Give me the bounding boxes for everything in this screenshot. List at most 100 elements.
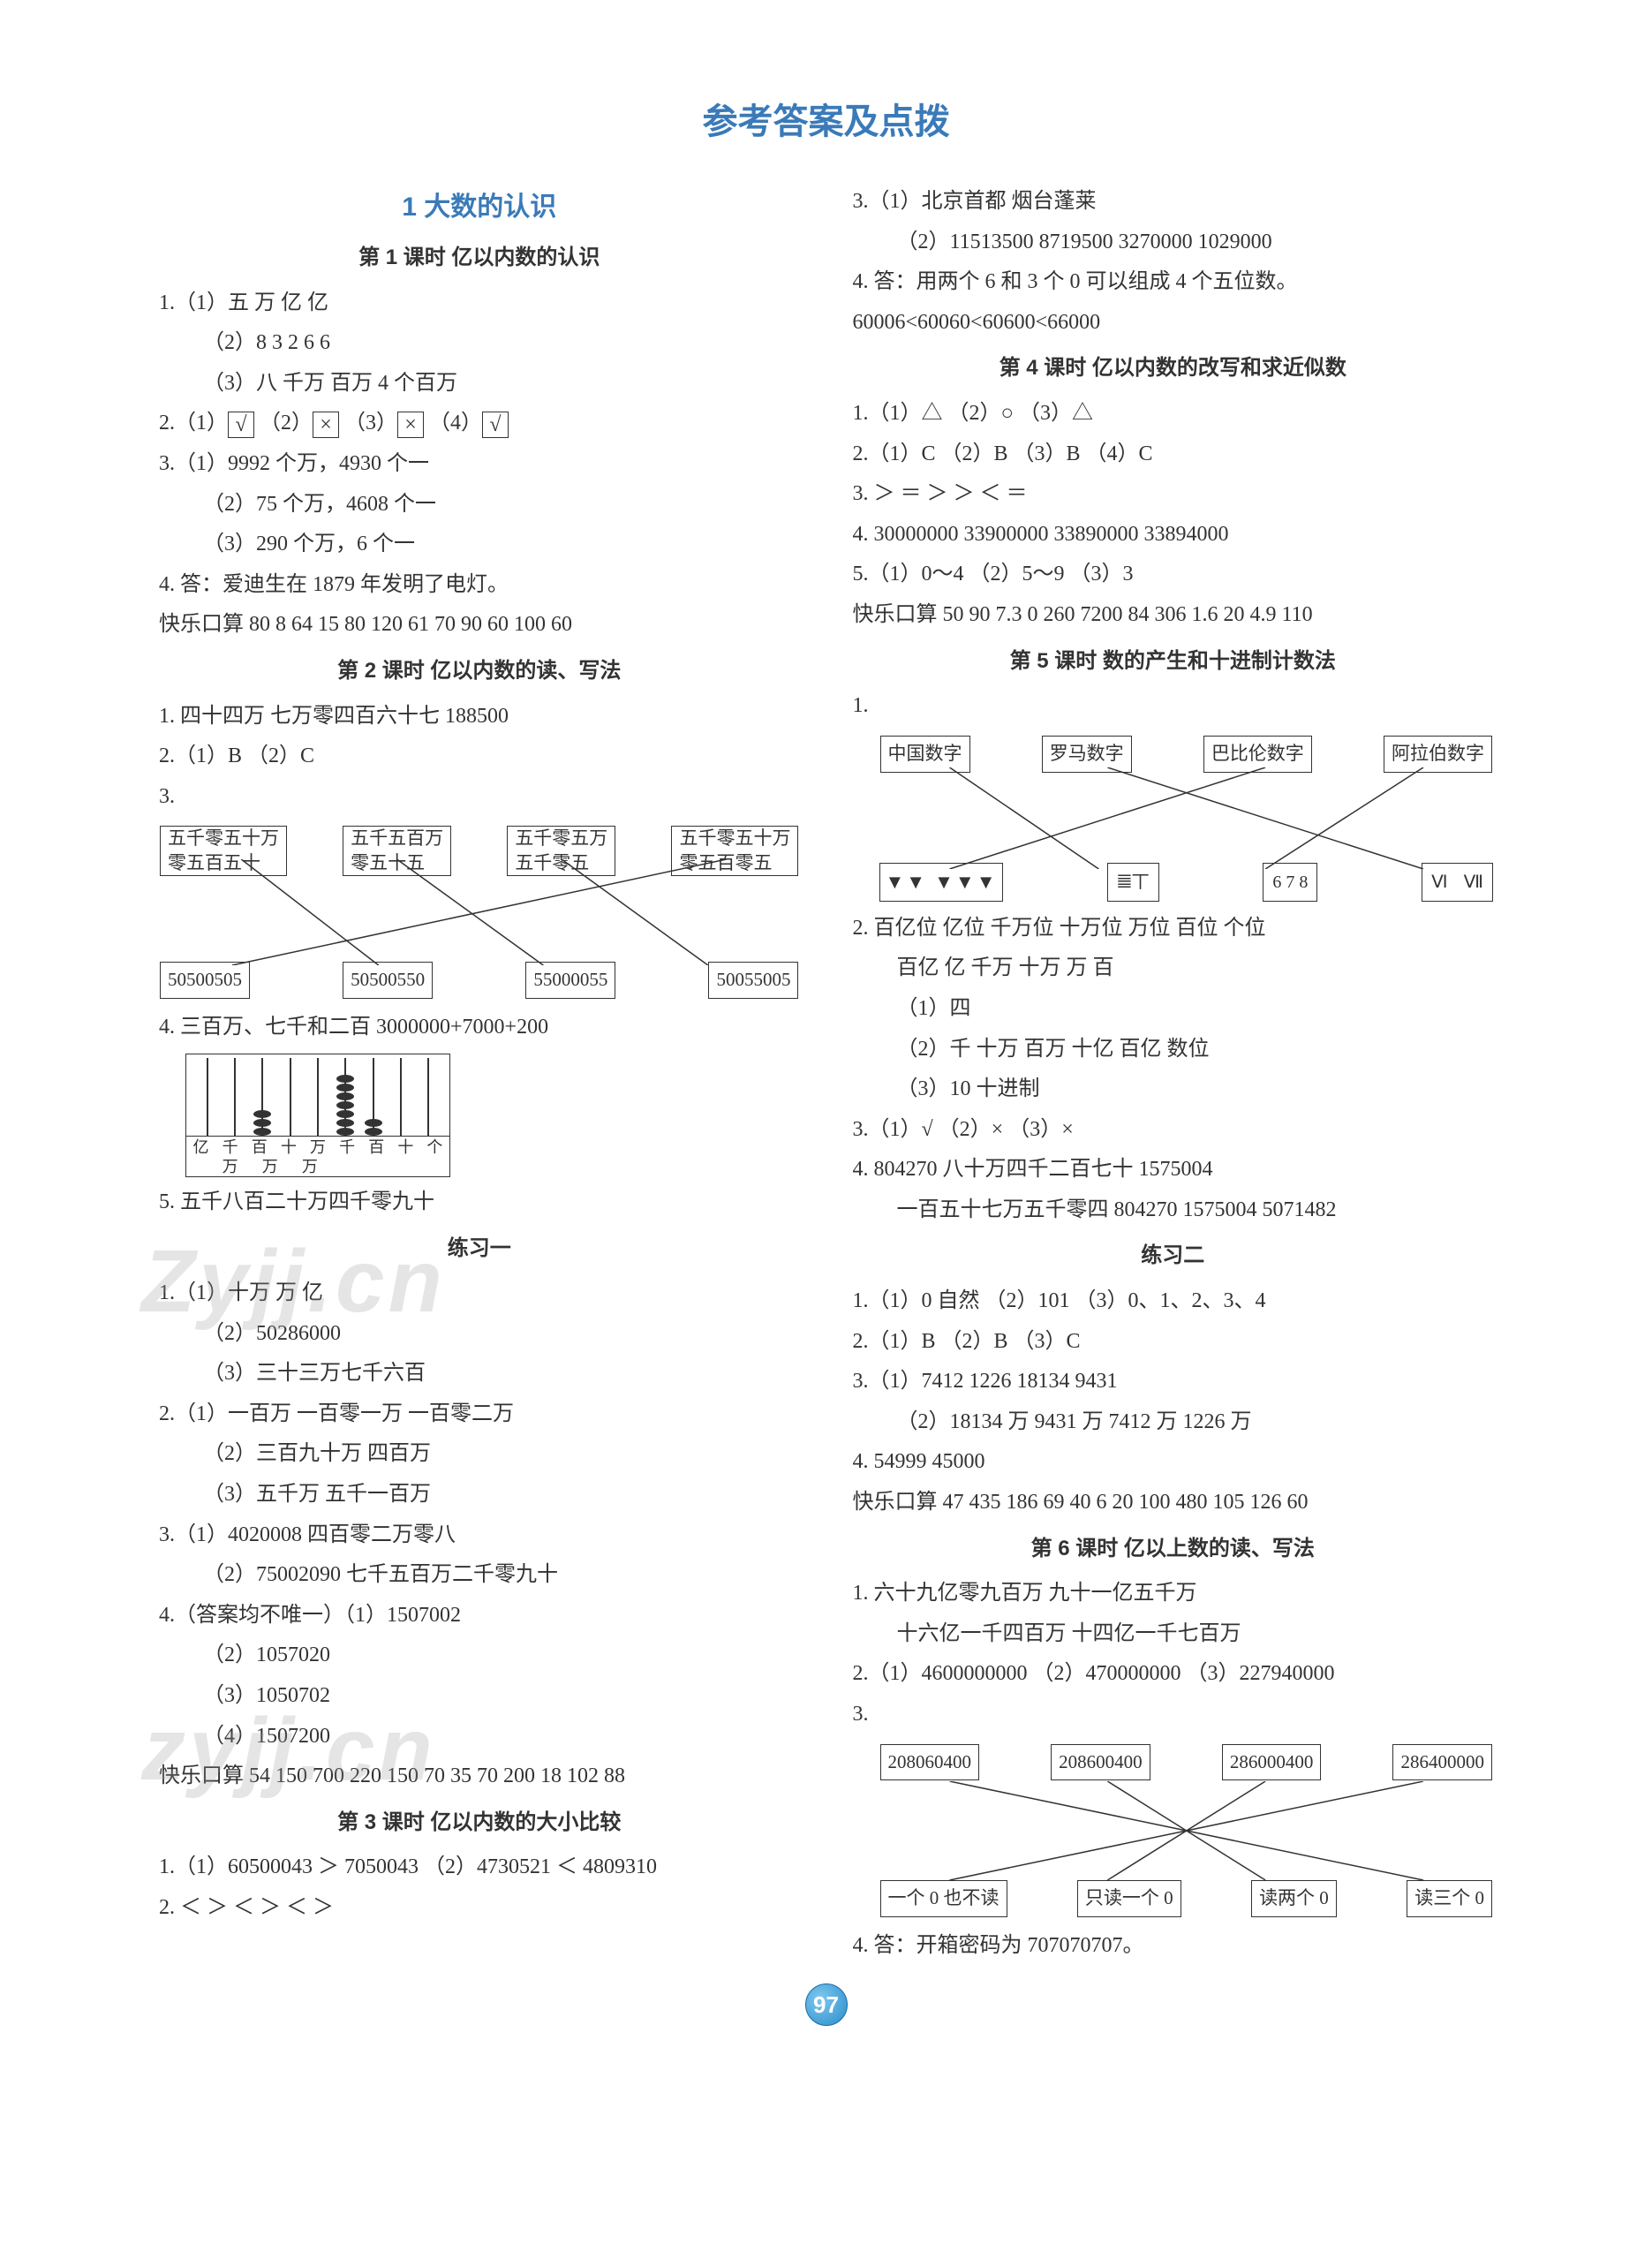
r-q3-1: 3.（1）北京首都 烟台蓬莱: [853, 182, 1494, 223]
l1-q4: 4. 答：爱迪生在 1879 年发明了电灯。: [159, 565, 800, 606]
cross-box: ×: [313, 412, 339, 438]
content-columns: 1 大数的认识 第 1 课时 亿以内数的认识 1.（1）五 万 亿 亿 （2）8…: [159, 182, 1493, 1966]
right-column: 3.（1）北京首都 烟台蓬莱 （2）11513500 8719500 32700…: [853, 182, 1494, 1966]
check-box: √: [482, 412, 509, 438]
abacus-label: 万: [310, 1138, 326, 1158]
ex1-title: 练习一: [159, 1228, 800, 1269]
m3-top-0: 208060400: [880, 1744, 980, 1781]
chinese-numerals: 𝍤丅: [1107, 863, 1158, 902]
ex1-q1-1: 1.（1）十万 万 亿: [159, 1273, 800, 1314]
abacus-label: 万: [262, 1158, 278, 1177]
l2-q5: 5. 五千八百二十万四千零九十: [159, 1182, 800, 1223]
lesson6-title: 第 6 课时 亿以上数的读、写法: [853, 1529, 1494, 1569]
l5-q1-wrapper: 1. 中国数字 罗马数字 巴比伦数字 阿拉伯数字 ▼▼ ▼▼▼ 𝍤丅: [853, 686, 1494, 902]
matching-diagram-3: 208060400 208600400 286000400 286400000 …: [879, 1742, 1494, 1919]
ex1-q2-3: （3）五千万 五千一百万: [159, 1475, 800, 1515]
arabic-numerals: 6 7 8: [1263, 863, 1317, 902]
ex1-q4-2: （2）1057020: [159, 1636, 800, 1676]
l2-q4: 4. 三百万、七千和二百 3000000+7000+200: [159, 1008, 800, 1048]
m3-bot-0: 一个 0 也不读: [880, 1880, 1007, 1917]
l1-q2: 2.（1）√ （2）× （3）× （4）√: [159, 404, 800, 444]
lesson2-title: 第 2 课时 亿以内数的读、写法: [159, 651, 800, 691]
l4-kc: 快乐口算 50 90 7.3 0 260 7200 84 306 1.6 20 …: [853, 595, 1494, 636]
l6-q1-2: 十六亿一千四百万 十四亿一千七百万: [853, 1614, 1494, 1655]
l5-q4-1: 4. 804270 八十万四千二百七十 1575004: [853, 1150, 1494, 1190]
match-lines: [879, 1781, 1494, 1880]
ex2-title: 练习二: [853, 1235, 1494, 1276]
match-bot-2: 55000055: [525, 962, 615, 999]
l1-q3-1: 3.（1）9992 个万，4930 个一: [159, 444, 800, 485]
l1-q2-m4: （4）: [424, 412, 482, 434]
abacus-label: 万: [302, 1158, 318, 1177]
l1-q1-2: （2）8 3 2 6 6: [159, 323, 800, 364]
l1-q2-m2: （2）: [254, 412, 313, 434]
ex2-q4: 4. 54999 45000: [853, 1442, 1494, 1483]
r-q4: 4. 答：用两个 6 和 3 个 0 可以组成 4 个五位数。60006<600…: [853, 262, 1494, 343]
ex1-q4: 4.（答案均不唯一）（1）1507002: [159, 1596, 800, 1636]
match-lines: [879, 767, 1494, 869]
l3-q1: 1.（1）60500043 ＞ 7050043 （2）4730521 ＜ 480…: [159, 1847, 800, 1888]
lesson5-title: 第 5 课时 数的产生和十进制计数法: [853, 641, 1494, 682]
ex1-q1-3: （3）三十三万七千六百: [159, 1354, 800, 1394]
l4-q5: 5.（1）0～4 （2）5～9 （3）3: [853, 555, 1494, 595]
l6-q3: 3.: [853, 1703, 869, 1726]
m3-top-2: 286000400: [1222, 1744, 1322, 1781]
rod: [317, 1058, 319, 1136]
ex1-q4-4: （4）1507200: [159, 1717, 800, 1757]
m3-bot-2: 读两个 0: [1251, 1880, 1337, 1917]
l1-q2-m3: （3）: [339, 412, 397, 434]
l5-q2-4: （2）千 十万 百万 十亿 百亿 数位: [853, 1030, 1494, 1070]
match-lines: [159, 859, 800, 965]
lesson1-title: 第 1 课时 亿以内数的认识: [159, 238, 800, 278]
l5-q1: 1.: [853, 694, 869, 717]
l4-q3: 3. ＞ ＝ ＞ ＞ ＜ ＝: [853, 474, 1494, 515]
ex1-q4-3: （3）1050702: [159, 1676, 800, 1717]
abacus-label: 十: [397, 1138, 413, 1158]
abacus-label: 百: [252, 1138, 268, 1158]
l2-q1: 1. 四十四万 七万零四百六十七 188500: [159, 697, 800, 737]
matching-diagram-2: 中国数字 罗马数字 巴比伦数字 阿拉伯数字 ▼▼ ▼▼▼ 𝍤丅 6 7 8: [879, 734, 1494, 902]
matching-diagram-1: 五千零五十万 零五百五十 五千五百万 零五十五 五千零五万 五千零五 五千零五十…: [159, 824, 800, 1001]
ex2-q2: 2.（1）B （2）B （3）C: [853, 1322, 1494, 1363]
rod: [427, 1058, 429, 1136]
l4-q4: 4. 30000000 33900000 33890000 33894000: [853, 515, 1494, 555]
ex1-q3-2: （2）75002090 七千五百万二千零九十: [159, 1555, 800, 1596]
l1-q3-2: （2）75 个万，4608 个一: [159, 485, 800, 525]
abacus-label: 百: [368, 1138, 384, 1158]
rod: [400, 1058, 402, 1136]
babylonian-symbols: ▼▼ ▼▼▼: [879, 863, 1004, 902]
l5-q2-3: （1）四: [853, 989, 1494, 1030]
page-title: 参考答案及点拨: [159, 88, 1493, 155]
page-number: 97: [805, 1983, 848, 2026]
l6-q3-wrapper: 3. 208060400 208600400 286000400 2864000…: [853, 1695, 1494, 1919]
m3-bot-1: 只读一个 0: [1077, 1880, 1181, 1917]
l5-q2-1: 2. 百亿位 亿位 千万位 十万位 万位 百位 个位: [853, 909, 1494, 949]
l4-q2: 2.（1）C （2）B （3）B （4）C: [853, 434, 1494, 475]
ex1-kc: 快乐口算 54 150 700 220 150 70 35 70 200 18 …: [159, 1757, 800, 1797]
abacus-label: 千: [223, 1138, 238, 1158]
unit-title: 1 大数的认识: [159, 182, 800, 232]
roman-vi: Ⅵ: [1431, 865, 1447, 899]
m3-top-3: 286400000: [1392, 1744, 1492, 1781]
m3-bot-3: 读三个 0: [1407, 1880, 1492, 1917]
l1-q3-3: （3）290 个万，6 个一: [159, 525, 800, 565]
ex1-q1-2: （2）50286000: [159, 1314, 800, 1355]
l6-q2: 2.（1）4600000000 （2）470000000 （3）22794000…: [853, 1654, 1494, 1695]
m3-top-1: 208600400: [1051, 1744, 1150, 1781]
l4-q1: 1.（1）△ （2）○ （3）△: [853, 394, 1494, 434]
l5-q2-2: 百亿 亿 千万 十万 万 百: [853, 948, 1494, 989]
lesson3-title: 第 3 课时 亿以内数的大小比较: [159, 1802, 800, 1843]
l1-q2-pre: 2.（1）: [159, 412, 228, 434]
abacus-label: 亿: [193, 1138, 209, 1158]
abacus-label: 十: [281, 1138, 297, 1158]
abacus-label: 千: [339, 1138, 355, 1158]
l5-q3: 3.（1）√ （2）× （3）×: [853, 1110, 1494, 1151]
l3-q2: 2. ＜ ＞ ＜ ＞ ＜ ＞: [159, 1888, 800, 1929]
ex1-q3-1: 3.（1）4020008 四百零二万零八: [159, 1515, 800, 1556]
ex1-q2-2: （2）三百九十万 四百万: [159, 1434, 800, 1475]
l6-q4: 4. 答：开箱密码为 707070707。: [853, 1926, 1494, 1967]
rod: [234, 1058, 236, 1136]
left-column: 1 大数的认识 第 1 课时 亿以内数的认识 1.（1）五 万 亿 亿 （2）8…: [159, 182, 800, 1966]
l2-q2: 2.（1）B （2）C: [159, 737, 800, 777]
ex2-kc: 快乐口算 47 435 186 69 40 6 20 100 480 105 1…: [853, 1483, 1494, 1523]
